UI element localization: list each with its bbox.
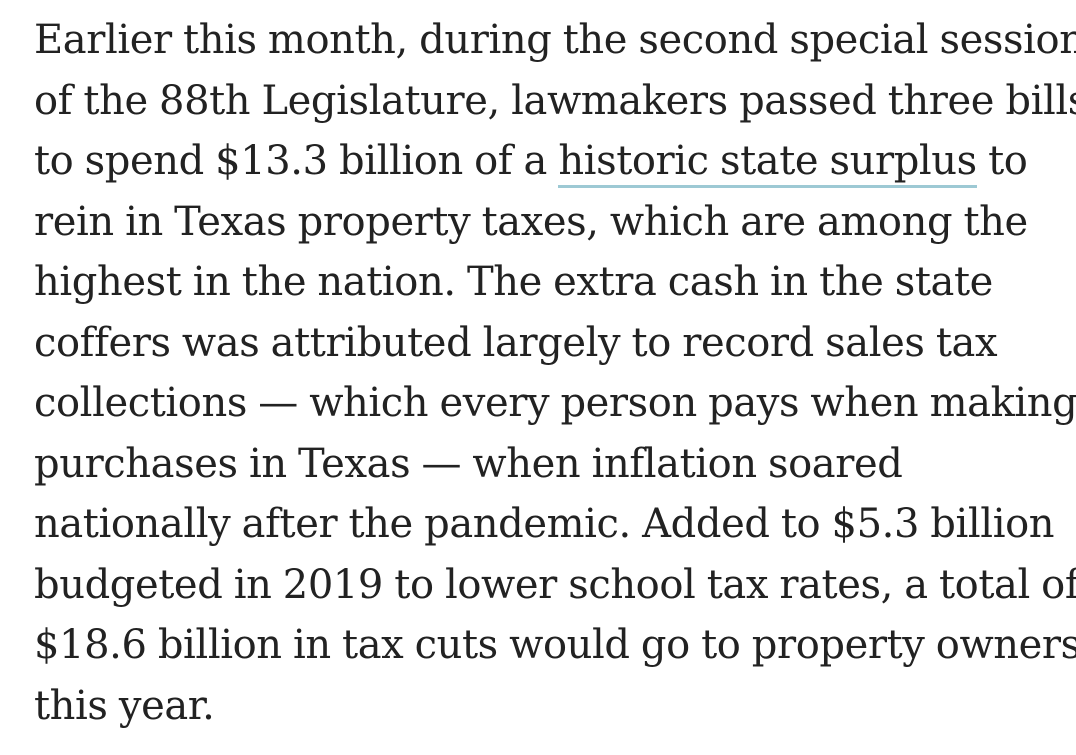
paragraph-line: highest in the nation. The extra cash in… [34,259,993,305]
paragraph-text: to spend $13.3 billion of a [34,138,547,184]
paragraph-line: Earlier this month, during the second sp… [34,17,1076,63]
paragraph-line: of the 88th Legislature, lawmakers passe… [34,77,1076,124]
paragraph-line: nationally after the pandemic. Added to … [34,501,1055,547]
paragraph-line: collections — which every person pays wh… [34,380,1076,426]
article-paragraph: Earlier this month, during the second sp… [34,10,1076,736]
paragraph-text: to [988,138,1028,184]
paragraph-line: budgeted in 2019 to lower school tax rat… [34,561,1076,608]
paragraph-line: coffers was attributed largely to record… [34,319,998,366]
historic-state-surplus-link[interactable]: historic state surplus [558,138,977,188]
paragraph-line: to spend $13.3 billion of a historic sta… [34,131,1064,192]
paragraph-line: $18.6 billion in tax cuts would go to pr… [34,622,1076,668]
paragraph-line: this year. [34,682,215,729]
paragraph-line: purchases in Texas — when inflation soar… [34,440,903,487]
paragraph-line: rein in Texas property taxes, which are … [34,198,1028,245]
